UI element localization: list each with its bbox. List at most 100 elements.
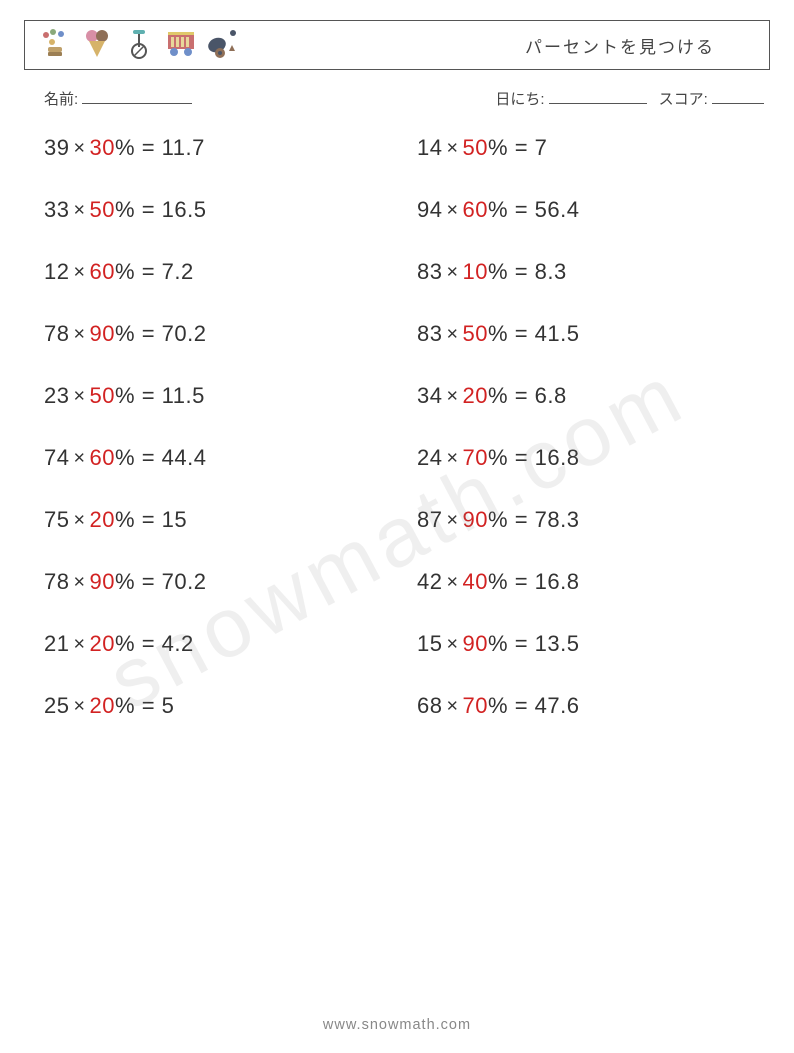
answer: 7 [535,135,548,160]
percent-sign: % = [488,197,535,222]
problem-item: 14×50% = 7 [417,135,770,161]
percent-sign: % = [488,507,535,532]
percent-sign: % = [115,259,162,284]
date-label: 日にち: [495,91,544,108]
problem-item: 21×20% = 4.2 [44,631,397,657]
percent-value: 50 [90,383,115,408]
problem-item: 25×20% = 5 [44,693,397,719]
answer: 56.4 [535,197,580,222]
operand: 33 [44,197,69,222]
problem-item: 34×20% = 6.8 [417,383,770,409]
operand: 25 [44,693,69,718]
page-title: パーセントを見つける [525,33,715,58]
name-label: 名前: [44,91,78,108]
operand: 87 [417,507,442,532]
times-symbol: × [69,385,89,408]
operand: 74 [44,445,69,470]
percent-sign: % = [115,445,162,470]
percent-value: 90 [463,631,488,656]
score-field: スコア: [659,88,764,109]
percent-value: 50 [90,197,115,222]
answer: 16.5 [162,197,207,222]
percent-sign: % = [488,693,535,718]
percent-sign: % = [488,259,535,284]
operand: 12 [44,259,69,284]
operand: 24 [417,445,442,470]
times-symbol: × [442,385,462,408]
answer: 4.2 [162,631,194,656]
answer: 44.4 [162,445,207,470]
icecream-icon [81,27,113,64]
juggling-icon [39,27,71,64]
score-label: スコア: [659,91,708,108]
unicycle-icon [123,27,155,64]
times-symbol: × [69,571,89,594]
times-symbol: × [69,261,89,284]
percent-value: 20 [463,383,488,408]
times-symbol: × [442,137,462,160]
times-symbol: × [442,447,462,470]
times-symbol: × [442,633,462,656]
answer: 78.3 [535,507,580,532]
operand: 21 [44,631,69,656]
operand: 34 [417,383,442,408]
answer: 13.5 [535,631,580,656]
answer: 41.5 [535,321,580,346]
percent-sign: % = [115,569,162,594]
percent-sign: % = [115,507,162,532]
operand: 78 [44,321,69,346]
answer: 70.2 [162,569,207,594]
answer: 16.8 [535,445,580,470]
operand: 23 [44,383,69,408]
percent-sign: % = [115,197,162,222]
percent-value: 20 [90,507,115,532]
answer: 15 [162,507,187,532]
times-symbol: × [442,199,462,222]
circus-wagon-icon [165,27,197,64]
times-symbol: × [69,509,89,532]
percent-value: 10 [463,259,488,284]
operand: 75 [44,507,69,532]
score-blank[interactable] [712,88,764,104]
percent-value: 50 [463,321,488,346]
percent-sign: % = [115,693,162,718]
operand: 68 [417,693,442,718]
name-blank[interactable] [82,88,192,104]
answer: 70.2 [162,321,207,346]
operand: 83 [417,321,442,346]
operand: 83 [417,259,442,284]
percent-sign: % = [488,321,535,346]
times-symbol: × [442,509,462,532]
problem-item: 75×20% = 15 [44,507,397,533]
problem-item: 42×40% = 16.8 [417,569,770,595]
operand: 14 [417,135,442,160]
answer: 5 [162,693,175,718]
percent-sign: % = [115,383,162,408]
answer: 6.8 [535,383,567,408]
percent-value: 40 [463,569,488,594]
times-symbol: × [442,695,462,718]
answer: 7.2 [162,259,194,284]
percent-value: 20 [90,631,115,656]
cannon-icon [207,27,239,64]
answer: 11.5 [162,383,205,408]
problem-item: 39×30% = 11.7 [44,135,397,161]
problem-item: 33×50% = 16.5 [44,197,397,223]
percent-sign: % = [488,631,535,656]
percent-value: 70 [463,693,488,718]
meta-row: 名前: 日にち: スコア: [24,88,770,109]
percent-sign: % = [488,445,535,470]
times-symbol: × [69,695,89,718]
times-symbol: × [69,323,89,346]
operand: 94 [417,197,442,222]
header-box: パーセントを見つける [24,20,770,70]
date-blank[interactable] [549,88,647,104]
operand: 42 [417,569,442,594]
problem-item: 23×50% = 11.5 [44,383,397,409]
answer: 11.7 [162,135,205,160]
problem-item: 24×70% = 16.8 [417,445,770,471]
problem-item: 78×90% = 70.2 [44,569,397,595]
problem-item: 87×90% = 78.3 [417,507,770,533]
answer: 8.3 [535,259,567,284]
operand: 39 [44,135,69,160]
